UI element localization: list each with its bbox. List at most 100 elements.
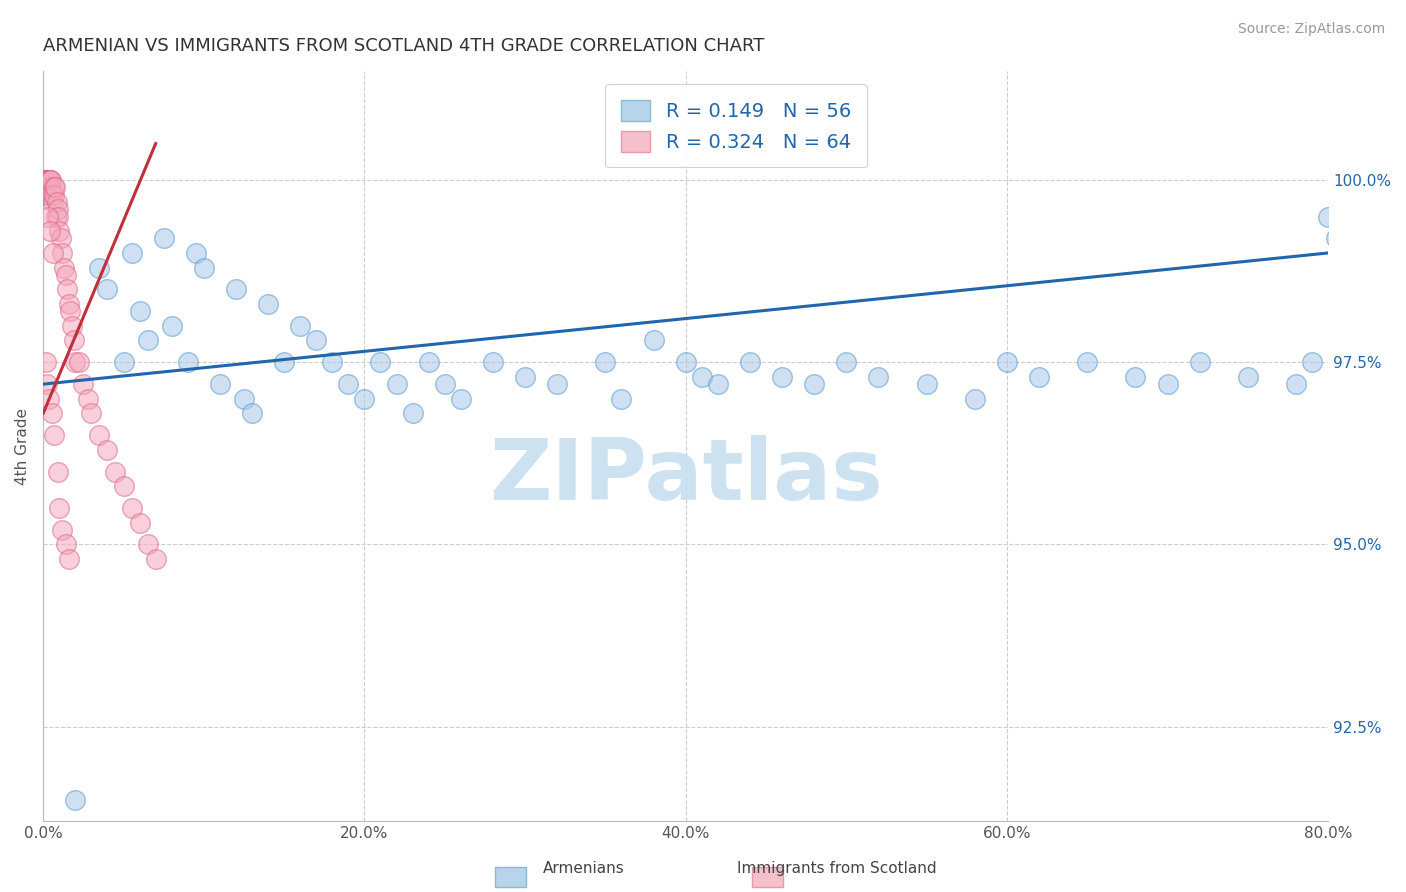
- Point: [136, 537, 159, 551]
- Point: [128, 516, 150, 530]
- Point: [1076, 355, 1098, 369]
- Point: [835, 355, 858, 369]
- Point: [121, 246, 143, 260]
- Point: [610, 392, 633, 406]
- Point: [1028, 369, 1050, 384]
- Point: [707, 377, 730, 392]
- Point: [803, 377, 825, 392]
- Point: [35, 187, 58, 202]
- Point: [418, 355, 440, 369]
- Text: ZIPatlas: ZIPatlas: [489, 434, 883, 517]
- Point: [1285, 377, 1308, 392]
- Point: [770, 369, 793, 384]
- Point: [38, 173, 60, 187]
- Point: [45, 210, 67, 224]
- Point: [370, 355, 392, 369]
- Point: [401, 406, 423, 420]
- Point: [995, 355, 1018, 369]
- Point: [46, 465, 69, 479]
- Point: [433, 377, 456, 392]
- Point: [80, 406, 103, 420]
- Y-axis label: 4th Grade: 4th Grade: [15, 408, 30, 484]
- Point: [450, 392, 472, 406]
- Point: [55, 268, 77, 282]
- Point: [112, 355, 135, 369]
- Point: [1125, 369, 1147, 384]
- Point: [67, 355, 90, 369]
- Point: [59, 304, 82, 318]
- Point: [37, 173, 59, 187]
- Point: [121, 501, 143, 516]
- Point: [34, 173, 56, 187]
- Point: [273, 355, 295, 369]
- Point: [41, 187, 63, 202]
- Point: [77, 392, 100, 406]
- Point: [321, 355, 343, 369]
- Point: [184, 246, 207, 260]
- Point: [42, 180, 65, 194]
- Point: [38, 392, 60, 406]
- Point: [34, 173, 56, 187]
- Point: [1301, 355, 1323, 369]
- Point: [37, 173, 59, 187]
- Point: [53, 260, 76, 275]
- Point: [193, 260, 215, 275]
- Point: [55, 537, 77, 551]
- Point: [65, 792, 87, 806]
- Text: ARMENIAN VS IMMIGRANTS FROM SCOTLAND 4TH GRADE CORRELATION CHART: ARMENIAN VS IMMIGRANTS FROM SCOTLAND 4TH…: [44, 37, 765, 55]
- Point: [208, 377, 231, 392]
- Point: [48, 501, 70, 516]
- Point: [49, 231, 72, 245]
- Text: Immigrants from Scotland: Immigrants from Scotland: [737, 861, 936, 876]
- Point: [58, 552, 80, 566]
- Point: [305, 334, 328, 348]
- Point: [51, 523, 73, 537]
- Point: [34, 180, 56, 194]
- Point: [39, 224, 62, 238]
- Point: [37, 173, 59, 187]
- Point: [44, 187, 66, 202]
- Point: [112, 479, 135, 493]
- Point: [89, 260, 111, 275]
- Point: [136, 334, 159, 348]
- Point: [46, 202, 69, 217]
- Point: [89, 428, 111, 442]
- Legend: R = 0.149   N = 56, R = 0.324   N = 64: R = 0.149 N = 56, R = 0.324 N = 64: [606, 84, 866, 168]
- Point: [72, 377, 94, 392]
- Point: [38, 187, 60, 202]
- Point: [39, 173, 62, 187]
- Point: [38, 180, 60, 194]
- Point: [1324, 231, 1347, 245]
- Point: [675, 355, 697, 369]
- Point: [160, 318, 183, 333]
- Point: [240, 406, 263, 420]
- Point: [1317, 210, 1340, 224]
- Point: [145, 552, 167, 566]
- Point: [35, 173, 58, 187]
- Point: [42, 194, 65, 209]
- Point: [48, 224, 70, 238]
- Point: [385, 377, 408, 392]
- Text: Source: ZipAtlas.com: Source: ZipAtlas.com: [1237, 22, 1385, 37]
- Point: [233, 392, 256, 406]
- Point: [45, 194, 67, 209]
- Point: [513, 369, 536, 384]
- Point: [482, 355, 505, 369]
- Point: [152, 231, 174, 245]
- Point: [37, 173, 59, 187]
- Point: [915, 377, 938, 392]
- Point: [39, 173, 62, 187]
- Point: [643, 334, 665, 348]
- Point: [37, 377, 59, 392]
- Point: [48, 210, 70, 224]
- Point: [35, 173, 58, 187]
- Point: [34, 355, 56, 369]
- Point: [257, 297, 280, 311]
- Point: [58, 297, 80, 311]
- Point: [51, 246, 73, 260]
- Point: [290, 318, 312, 333]
- Point: [44, 428, 66, 442]
- Text: Armenians: Armenians: [543, 861, 624, 876]
- Point: [34, 173, 56, 187]
- Point: [353, 392, 375, 406]
